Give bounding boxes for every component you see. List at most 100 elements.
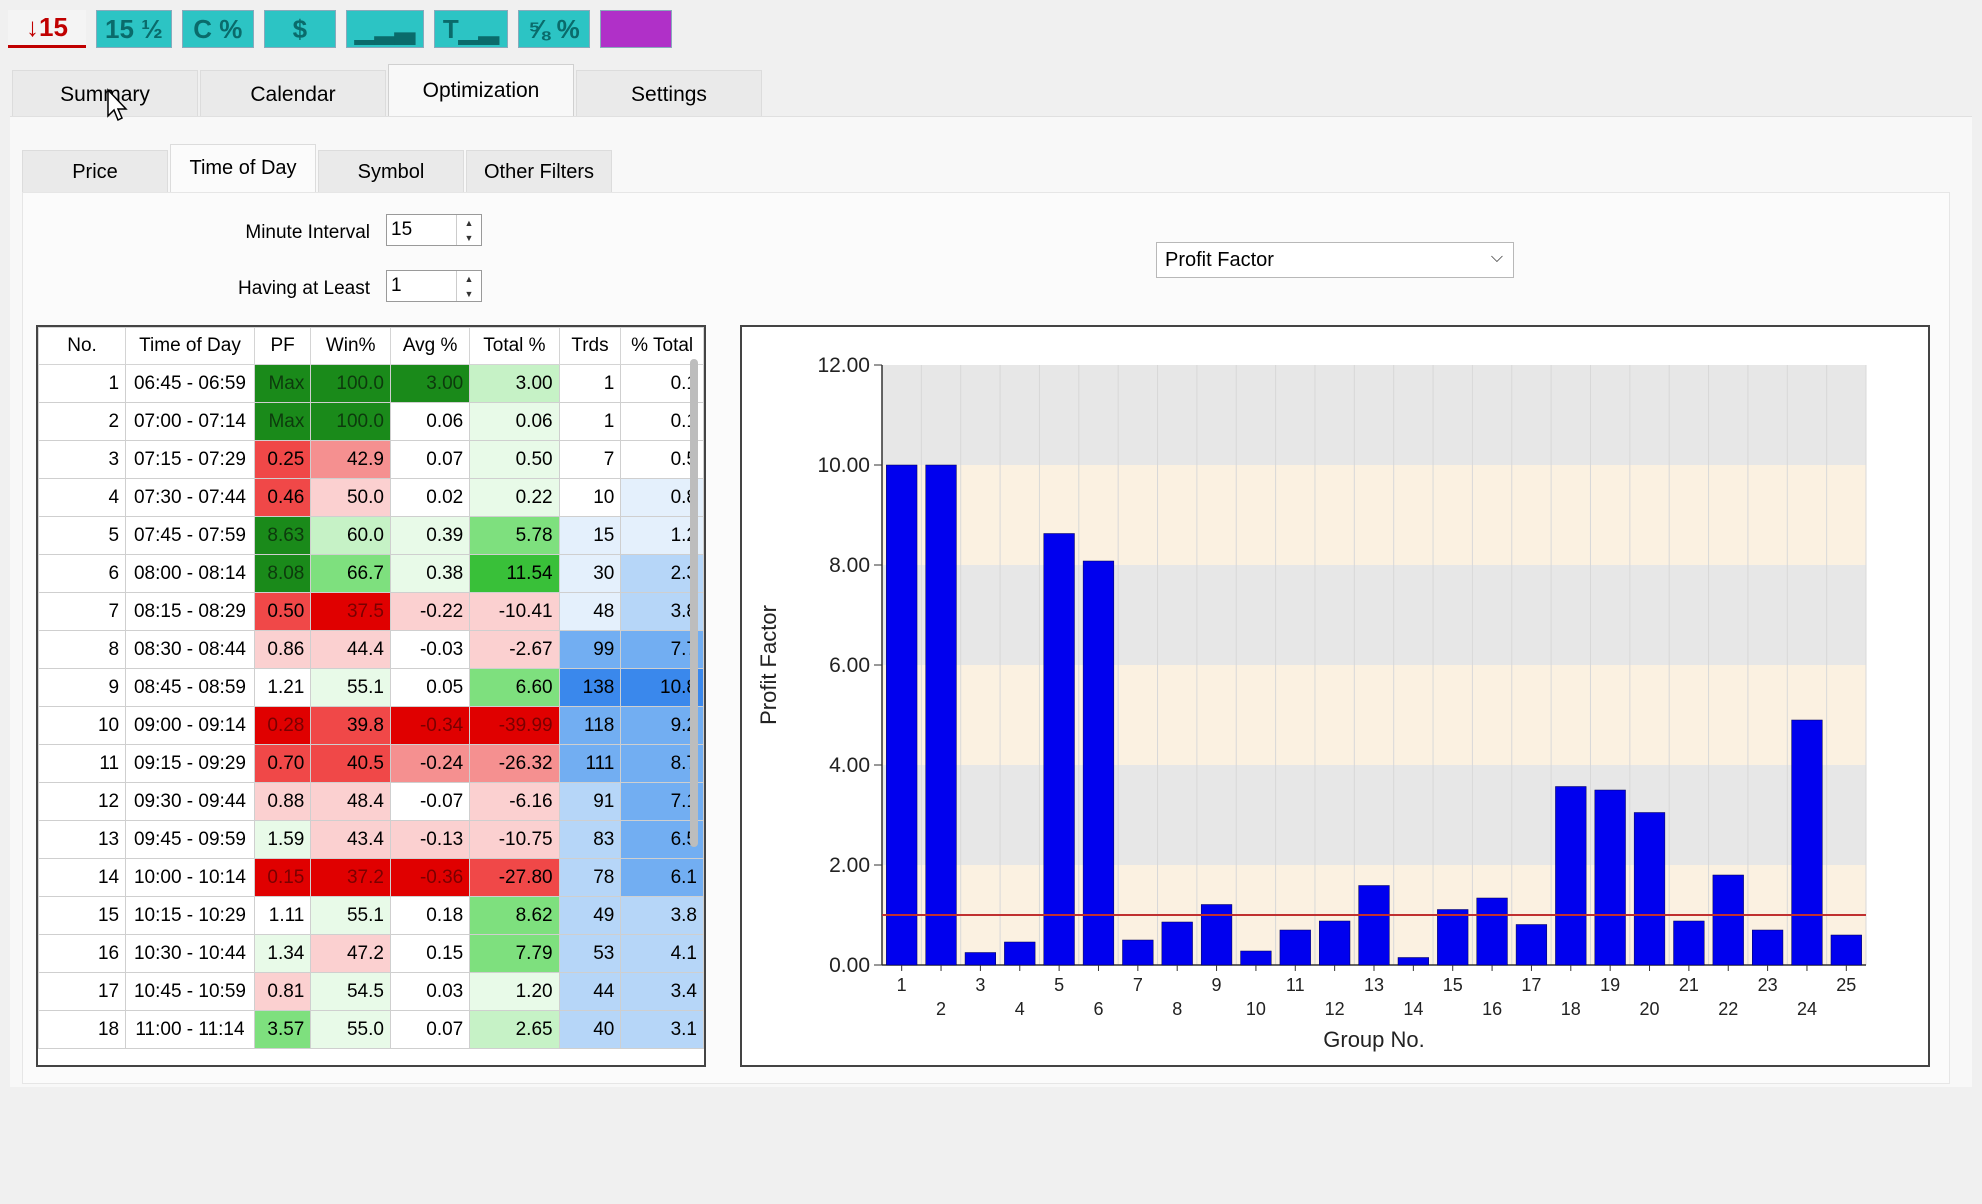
arrow-down-icon[interactable]: ▼ [464, 232, 474, 243]
column-header[interactable]: % Total [620, 327, 704, 365]
table-cell-pf: 0.15 [253, 858, 312, 897]
table-cell-avg: 0.07 [389, 1010, 471, 1049]
arrow-up-icon[interactable]: ▲ [464, 217, 474, 228]
x-tick-label: 17 [1521, 975, 1541, 995]
table-cell-no: 2 [38, 402, 127, 441]
bars-button[interactable]: ▁▂▃ [345, 10, 424, 48]
tab-optimization[interactable]: Optimization [388, 64, 574, 116]
table-cell-trds: 1 [558, 402, 622, 441]
t-bars-button[interactable]: T▁▂ [433, 10, 508, 48]
x-tick-label: 11 [1286, 975, 1305, 995]
table-cell-trds: 30 [558, 554, 622, 593]
table-cell-pf: 8.63 [253, 516, 312, 555]
table-cell-pct: 3.1 [620, 1010, 704, 1049]
column-header[interactable]: Win% [310, 327, 391, 365]
x-tick-label: 3 [975, 975, 985, 995]
table-row[interactable]: 11 09:15 - 09:29 0.70 40.5 -0.24 -26.32 111 8.7 [38, 744, 704, 783]
table-row[interactable]: 13 09:45 - 09:59 1.59 43.4 -0.13 -10.75 83 6.5 [38, 820, 704, 859]
table-row[interactable]: 9 08:45 - 08:59 1.21 55.1 0.05 6.60 138 10.8 [38, 668, 704, 707]
chart-band [882, 465, 1866, 565]
table-cell-tod: 10:15 - 10:29 [125, 896, 255, 935]
bar-group-23 [1751, 929, 1784, 966]
subtab-symbol[interactable]: Symbol [318, 150, 464, 194]
column-header[interactable]: Trds [558, 327, 622, 365]
tab-calendar[interactable]: Calendar [200, 70, 386, 118]
table-cell-no: 8 [38, 630, 127, 669]
table-cell-pct: 4.1 [620, 934, 704, 973]
table-cell-trds: 1 [558, 364, 622, 403]
column-header[interactable]: PF [253, 327, 312, 365]
table-row[interactable]: 18 11:00 - 11:14 3.57 55.0 0.07 2.65 40 3.1 [38, 1010, 704, 1049]
table-row[interactable]: 17 10:45 - 10:59 0.81 54.5 0.03 1.20 44 3.4 [38, 972, 704, 1011]
table-row[interactable]: 5 07:45 - 07:59 8.63 60.0 0.39 5.78 15 1.2 [38, 516, 704, 555]
time-scale-button[interactable]: 15 ½ [96, 10, 172, 48]
x-tick-label: 14 [1403, 999, 1423, 1019]
subtab-other-filters[interactable]: Other Filters [466, 150, 612, 194]
table-cell-total: -2.67 [469, 630, 560, 669]
c-percent-button[interactable]: C % [181, 10, 254, 48]
table-row[interactable]: 6 08:00 - 08:14 8.08 66.7 0.38 11.54 30 2.3 [38, 554, 704, 593]
table-cell-pf: Max [253, 402, 312, 441]
x-tick-label: 1 [897, 975, 907, 995]
arrow-up-icon[interactable]: ▲ [464, 273, 474, 284]
y-tick-label: 6.00 [829, 654, 870, 677]
profit-factor-chart-svg: 0.002.004.006.008.0010.0012.001234567891… [756, 354, 1867, 1052]
subtab-price[interactable]: Price [22, 150, 168, 194]
bar-group-9 [1200, 904, 1233, 966]
table-row[interactable]: 4 07:30 - 07:44 0.46 50.0 0.02 0.22 10 0.8 [38, 478, 704, 517]
column-header[interactable]: Time of Day [125, 327, 255, 365]
fraction-percent-button[interactable]: ⅝ % [517, 10, 590, 48]
table-cell-avg: -0.22 [389, 592, 471, 631]
y-tick-label: 2.00 [829, 854, 870, 877]
table-cell-tod: 08:45 - 08:59 [125, 668, 255, 707]
column-header[interactable]: No. [38, 327, 127, 365]
table-cell-total: 2.65 [469, 1010, 560, 1049]
having-at-least-stepper[interactable]: ▲ ▼ [386, 270, 482, 302]
table-cell-avg: 0.38 [389, 554, 471, 593]
table-cell-total: 0.06 [469, 402, 560, 441]
table-row[interactable]: 8 08:30 - 08:44 0.86 44.4 -0.03 -2.67 99 7.7 [38, 630, 704, 669]
having-at-least-input[interactable] [387, 271, 457, 301]
minute-interval-input[interactable] [387, 215, 457, 245]
table-cell-total: -27.80 [469, 858, 560, 897]
table-cell-trds: 49 [558, 896, 622, 935]
table-row[interactable]: 15 10:15 - 10:29 1.11 55.1 0.18 8.62 49 3.8 [38, 896, 704, 935]
table-row[interactable]: 14 10:00 - 10:14 0.15 37.2 -0.36 -27.80 78 6.1 [38, 858, 704, 897]
table-row[interactable]: 1 06:45 - 06:59 Max 100.0 3.00 3.00 1 0.1 [38, 364, 704, 403]
metric-dropdown[interactable]: Profit Factor ⌵ [1156, 242, 1514, 278]
column-header[interactable]: Avg % [389, 327, 471, 365]
table-cell-avg: -0.24 [389, 744, 471, 783]
table-cell-trds: 83 [558, 820, 622, 859]
table-row[interactable]: 10 09:00 - 09:14 0.28 39.8 -0.34 -39.99 118 9.2 [38, 706, 704, 745]
table-row[interactable]: 7 08:15 - 08:29 0.50 37.5 -0.22 -10.41 48 3.8 [38, 592, 704, 631]
table-cell-win: 42.9 [310, 440, 391, 479]
table-scrollbar[interactable] [690, 359, 698, 847]
y-tick-label: 10.00 [817, 454, 870, 477]
table-row[interactable]: 3 07:15 - 07:29 0.25 42.9 0.07 0.50 7 0.5 [38, 440, 704, 479]
table-cell-tod: 09:00 - 09:14 [125, 706, 255, 745]
table-cell-no: 4 [38, 478, 127, 517]
stepper-arrows[interactable]: ▲ ▼ [456, 271, 481, 301]
table-cell-avg: 0.39 [389, 516, 471, 555]
table-row[interactable]: 12 09:30 - 09:44 0.88 48.4 -0.07 -6.16 91 7.1 [38, 782, 704, 821]
arrow-down-icon[interactable]: ▼ [464, 288, 474, 299]
purple-button[interactable] [599, 10, 672, 48]
table-cell-tod: 07:30 - 07:44 [125, 478, 255, 517]
table-cell-no: 13 [38, 820, 127, 859]
tab-summary[interactable]: Summary [12, 70, 198, 118]
stepper-arrows[interactable]: ▲ ▼ [456, 215, 481, 245]
table-row[interactable]: 16 10:30 - 10:44 1.34 47.2 0.15 7.79 53 4.1 [38, 934, 704, 973]
trades-15-button[interactable]: ↓15 [8, 10, 86, 48]
tab-settings[interactable]: Settings [576, 70, 762, 118]
table-cell-no: 16 [38, 934, 127, 973]
column-header[interactable]: Total % [469, 327, 560, 365]
x-tick-label: 2 [936, 999, 946, 1019]
subtab-time-of-day[interactable]: Time of Day [170, 144, 316, 192]
y-tick-label: 4.00 [829, 754, 870, 777]
table-cell-tod: 07:15 - 07:29 [125, 440, 255, 479]
minute-interval-stepper[interactable]: ▲ ▼ [386, 214, 482, 246]
table-cell-tod: 10:00 - 10:14 [125, 858, 255, 897]
table-row[interactable]: 2 07:00 - 07:14 Max 100.0 0.06 0.06 1 0.1 [38, 402, 704, 441]
table-cell-total: 11.54 [469, 554, 560, 593]
dollar-button[interactable]: $ [263, 10, 336, 48]
